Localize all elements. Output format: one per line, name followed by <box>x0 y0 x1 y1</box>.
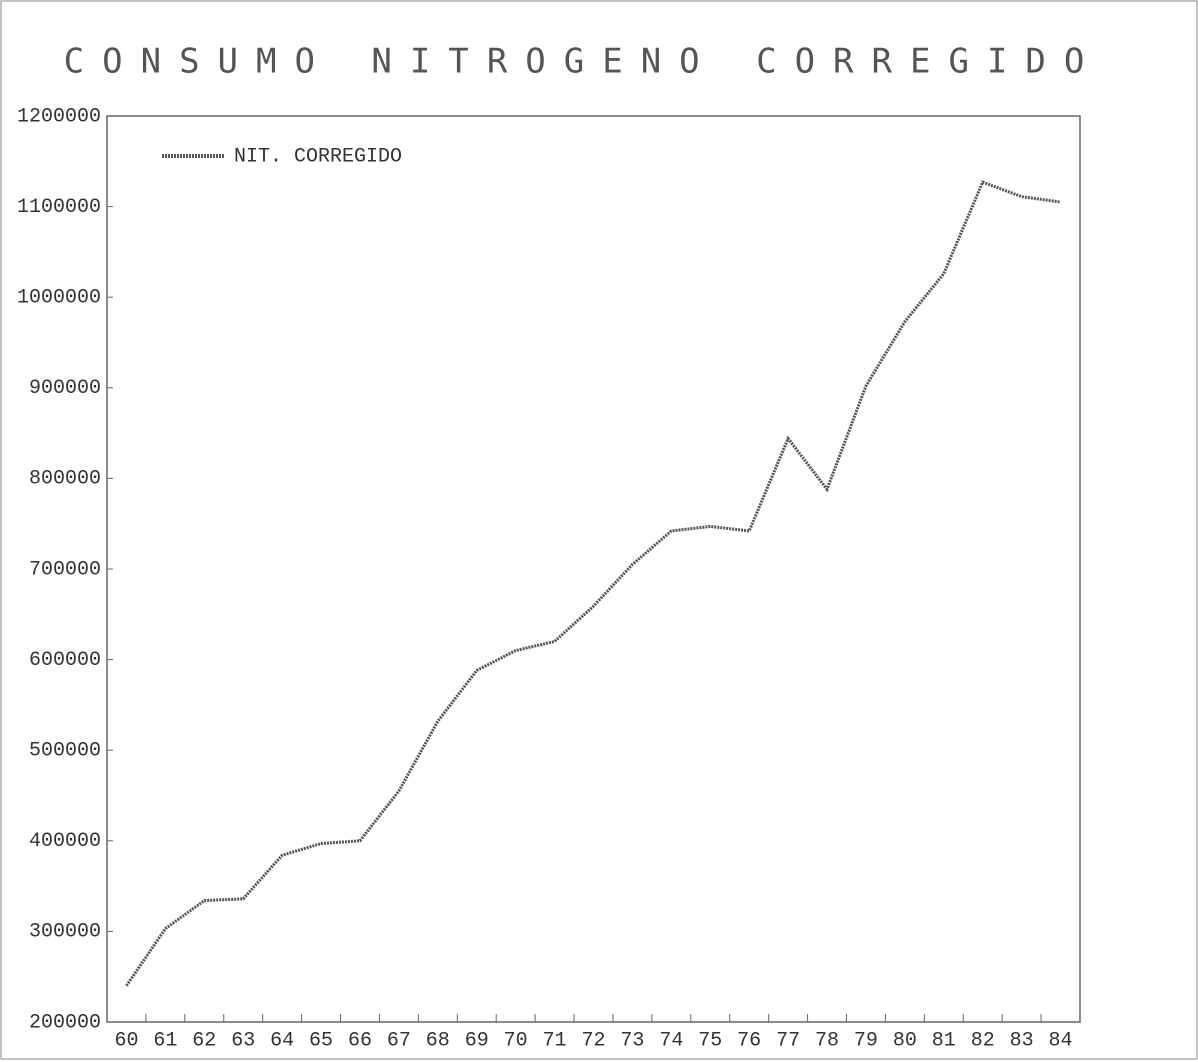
x-tick-label: 79 <box>854 1029 878 1052</box>
x-tick-label: 63 <box>231 1029 255 1052</box>
x-tick-label: 61 <box>153 1029 177 1052</box>
y-tick-label: 1000000 <box>17 286 101 309</box>
series-line <box>125 180 1061 987</box>
x-tick-label: 74 <box>659 1029 683 1052</box>
x-tick-label: 69 <box>465 1029 489 1052</box>
x-tick-label: 71 <box>543 1029 567 1052</box>
x-tick-label: 62 <box>192 1029 216 1052</box>
x-tick-label: 65 <box>309 1029 333 1052</box>
chart-title: CONSUMO NITROGENO CORREGIDO <box>64 42 1103 82</box>
x-tick-label: 83 <box>1010 1029 1034 1052</box>
x-tick-label: 60 <box>114 1029 138 1052</box>
x-tick-label: 75 <box>698 1029 722 1052</box>
x-tick-label: 76 <box>737 1029 761 1052</box>
legend-label: NIT. CORREGIDO <box>234 145 402 168</box>
y-tick-label: 800000 <box>29 468 101 491</box>
x-tick-label: 73 <box>620 1029 644 1052</box>
x-tick-label: 66 <box>348 1029 372 1052</box>
x-tick-label: 78 <box>815 1029 839 1052</box>
y-tick-label: 900000 <box>29 377 101 400</box>
y-tick-label: 400000 <box>29 830 101 853</box>
x-tick-label: 82 <box>971 1029 995 1052</box>
x-tick-label: 72 <box>581 1029 605 1052</box>
y-tick-label: 1200000 <box>17 105 101 128</box>
x-tick-label: 67 <box>387 1029 411 1052</box>
x-tick-label: 81 <box>932 1029 956 1052</box>
y-tick-label: 600000 <box>29 649 101 672</box>
y-tick-label: 200000 <box>29 1011 101 1034</box>
x-tick-label: 64 <box>270 1029 294 1052</box>
x-tick-label: 70 <box>504 1029 528 1052</box>
x-tick-label: 84 <box>1049 1029 1073 1052</box>
y-tick-label: 500000 <box>29 739 101 762</box>
y-tick-label: 700000 <box>29 558 101 581</box>
y-tick-label: 300000 <box>29 921 101 944</box>
y-tick-label: 1100000 <box>17 196 101 219</box>
x-tick-label: 77 <box>776 1029 800 1052</box>
x-tick-label: 68 <box>426 1029 450 1052</box>
x-tick-label: 80 <box>893 1029 917 1052</box>
